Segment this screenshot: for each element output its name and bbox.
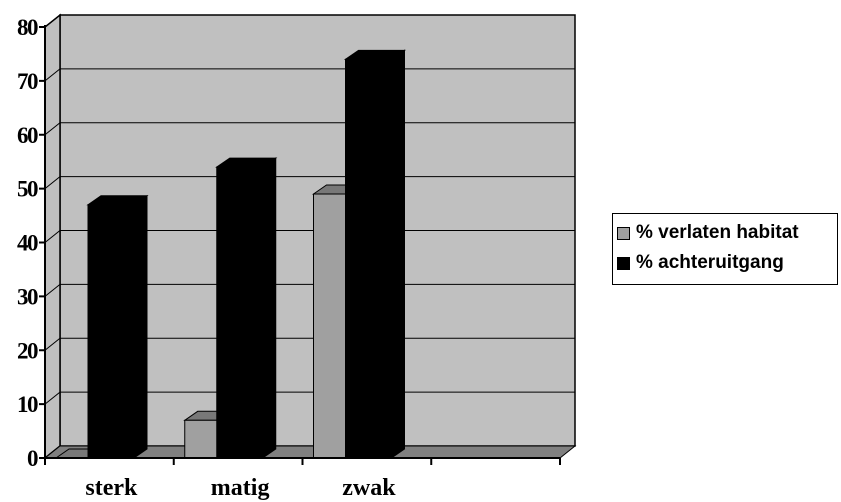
gridline bbox=[44, 14, 575, 28]
y-tick-label: 10 bbox=[17, 392, 38, 417]
bar-side bbox=[391, 49, 405, 459]
bar-achteruitgang-zwak bbox=[343, 49, 407, 459]
bars bbox=[54, 49, 407, 459]
x-category-label-zwak: zwak bbox=[342, 475, 396, 501]
y-tick-label: 30 bbox=[17, 284, 38, 309]
bar-achteruitgang-sterk bbox=[86, 194, 149, 459]
y-axis-tick-labels: 0 10 20 30 40 50 60 70 80 bbox=[17, 15, 45, 471]
legend-item-verlaten-habitat: % verlaten habitat bbox=[617, 218, 837, 248]
x-category-label-matig: matig bbox=[211, 475, 270, 501]
y-tick-label: 70 bbox=[17, 69, 38, 94]
bar-achteruitgang-matig bbox=[215, 157, 278, 459]
bar-side bbox=[262, 157, 277, 459]
bar-front bbox=[345, 58, 392, 459]
bar-side bbox=[133, 194, 148, 459]
bar-front bbox=[216, 166, 264, 459]
legend-item-achteruitgang: % achteruitgang bbox=[617, 248, 837, 278]
x-category-label-sterk: sterk bbox=[85, 475, 138, 501]
legend-swatch-black bbox=[617, 256, 630, 270]
y-tick-label: 20 bbox=[17, 338, 38, 363]
legend: % verlaten habitat % achteruitgang bbox=[612, 213, 838, 285]
legend-swatch-gray bbox=[617, 226, 630, 240]
y-tick-label: 0 bbox=[27, 446, 38, 471]
x-axis-category-labels: sterk matig zwak bbox=[44, 458, 561, 501]
y-tick-label: 40 bbox=[17, 231, 38, 256]
legend-label: % verlaten habitat bbox=[636, 222, 799, 243]
y-tick-label: 80 bbox=[17, 15, 38, 40]
legend-label: % achteruitgang bbox=[636, 252, 784, 273]
bar-front bbox=[87, 204, 135, 459]
y-tick-label: 50 bbox=[17, 177, 38, 202]
y-tick-label: 60 bbox=[17, 123, 38, 148]
